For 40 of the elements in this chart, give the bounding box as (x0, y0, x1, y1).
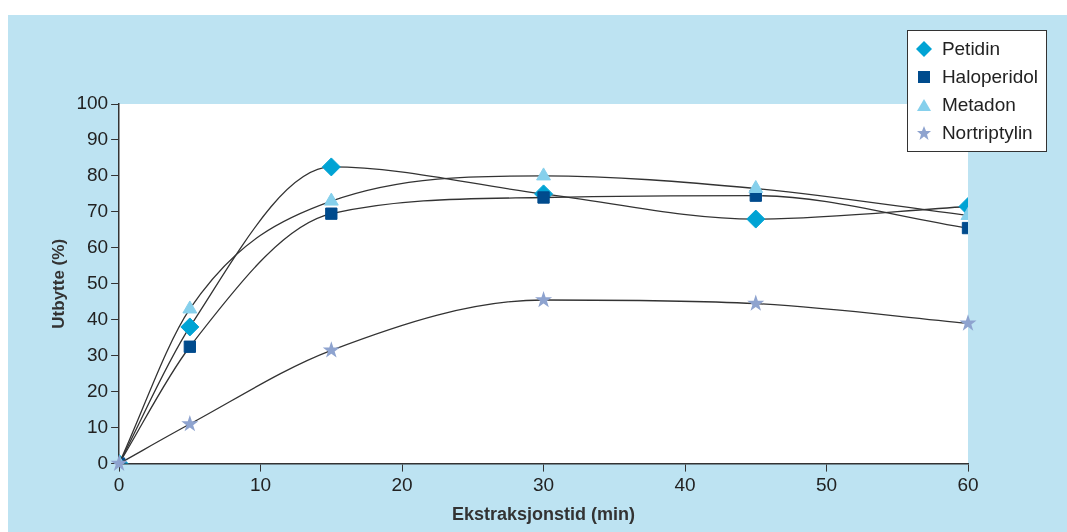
y-tick-label: 20 (86, 379, 109, 401)
point (536, 167, 551, 181)
y-axis-title: Utbytte (%) (48, 238, 68, 329)
legend-label: Metadon (941, 94, 1016, 116)
point (322, 341, 340, 358)
point (748, 180, 764, 194)
x-axis-title: Ekstraksjonstid (min) (452, 504, 636, 525)
y-tick-label: 10 (86, 415, 109, 437)
point (183, 340, 196, 353)
point (959, 314, 977, 331)
y-tick-label: 80 (86, 164, 109, 186)
y-tick-label: 0 (97, 451, 109, 473)
point (180, 317, 200, 337)
y-tick-label: 70 (86, 200, 109, 222)
y-tick-label: 60 (86, 236, 109, 258)
x-tick-label: 10 (250, 474, 272, 496)
point (534, 290, 553, 308)
point (747, 294, 765, 311)
x-tick-label: 0 (113, 474, 125, 496)
y-tick-label: 30 (86, 343, 109, 365)
point (182, 300, 198, 314)
point (321, 157, 341, 177)
legend-label: Petidin (941, 38, 1000, 60)
point (181, 415, 199, 432)
x-tick-label: 40 (674, 474, 696, 496)
point (110, 454, 128, 471)
legend-label: Haloperidol (941, 66, 1038, 88)
point (325, 207, 338, 220)
point (746, 209, 766, 229)
point (537, 191, 550, 204)
legend-label: Nortriptylin (941, 122, 1033, 144)
y-tick-label: 90 (86, 128, 109, 150)
y-tick-label: 40 (86, 307, 109, 329)
x-tick-label: 50 (815, 474, 838, 496)
y-tick-label: 50 (86, 272, 109, 294)
y-tick-label: 100 (76, 92, 109, 114)
x-tick-label: 60 (957, 474, 979, 496)
x-tick-label: 30 (532, 474, 555, 496)
x-tick-label: 20 (391, 474, 413, 496)
point (323, 192, 339, 206)
